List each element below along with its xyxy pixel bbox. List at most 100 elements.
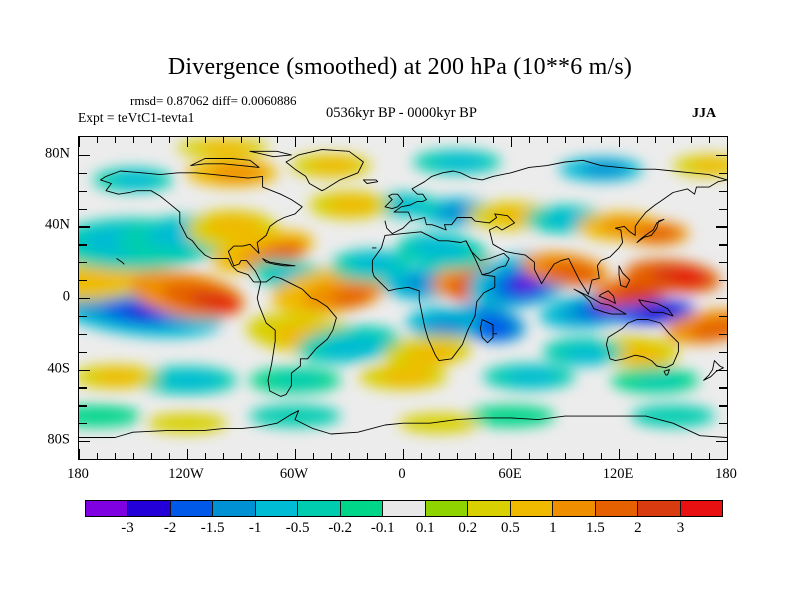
x-axis-tick (97, 453, 99, 459)
y-axis-label: 40S (47, 360, 70, 377)
x-axis-tick (277, 137, 279, 143)
y-axis-tick (79, 280, 87, 282)
colorbar-tick: -2 (163, 520, 177, 536)
x-axis-tick (439, 453, 441, 459)
x-axis-tick (241, 137, 243, 143)
x-axis-tick (619, 137, 621, 147)
x-axis-tick (169, 453, 171, 459)
y-axis-tick (79, 226, 90, 228)
x-axis-tick (421, 137, 423, 143)
colorbar-tick: -1.5 (200, 520, 225, 536)
x-axis-label: 120W (168, 466, 204, 482)
x-axis-tick (115, 453, 117, 459)
x-axis-tick (151, 137, 153, 143)
colorbar-swatch-5 (298, 501, 341, 516)
coastline (703, 360, 724, 381)
y-axis-tick (79, 315, 87, 318)
y-axis-tick (716, 298, 727, 300)
y-axis-tick (719, 172, 727, 174)
y-axis-tick (79, 351, 87, 353)
x-axis-tick (349, 137, 351, 143)
colorbar-swatch-2 (170, 501, 214, 516)
x-axis-tick (367, 453, 369, 459)
x-axis-tick (547, 453, 549, 459)
y-axis-tick (79, 369, 90, 371)
x-axis-tick (475, 453, 477, 459)
x-axis-tick (277, 453, 279, 459)
x-axis-tick (187, 137, 189, 147)
colorbar-swatch-6 (340, 501, 384, 516)
colorbar-tick: 0.5 (500, 520, 520, 536)
x-axis-tick (655, 137, 657, 143)
coastline (636, 218, 665, 243)
x-axis-tick (421, 453, 423, 459)
coastline (598, 290, 616, 304)
coastline (249, 150, 292, 158)
x-axis-tick (547, 137, 549, 143)
x-axis-tick (583, 137, 585, 143)
colorbar-tick: -0.2 (328, 520, 353, 536)
x-axis-tick (565, 453, 567, 459)
y-axis-tick (79, 190, 87, 192)
coastline (465, 240, 510, 276)
y-axis-tick (719, 351, 727, 353)
coastline (605, 319, 679, 369)
x-axis-label: 180 (67, 466, 89, 482)
x-axis-tick (601, 137, 603, 143)
coastline (488, 179, 727, 295)
y-axis-tick (716, 441, 727, 443)
x-axis-tick (223, 137, 225, 143)
y-axis-tick (716, 154, 727, 157)
x-axis-tick (241, 453, 243, 459)
x-axis-tick (457, 137, 459, 143)
x-axis-tick (223, 453, 225, 459)
y-axis-tick (79, 423, 87, 425)
x-axis-tick (511, 449, 513, 459)
x-axis-label: 0 (398, 466, 406, 482)
colorbar-tick: -0.1 (370, 520, 395, 536)
x-axis-tick (529, 453, 531, 459)
x-axis-label: 60E (498, 466, 522, 482)
x-axis-tick (709, 137, 711, 143)
x-axis-tick (475, 137, 477, 143)
coastline (384, 213, 498, 235)
colorbar-swatch-4 (255, 501, 299, 516)
x-axis-tick (259, 453, 261, 459)
x-axis-tick (205, 453, 207, 459)
y-axis-tick (79, 154, 90, 157)
x-axis-tick (673, 453, 675, 459)
season-label: JJA (692, 106, 717, 121)
y-axis-tick (719, 405, 727, 407)
x-axis-tick (727, 137, 728, 147)
y-axis-tick (719, 208, 727, 210)
period-label: 0536kyr BP - 0000kyr BP (326, 105, 477, 121)
colorbar-swatch-10 (510, 501, 554, 516)
x-axis-tick (673, 137, 675, 143)
y-axis-tick (719, 315, 727, 318)
x-axis-tick (529, 137, 531, 143)
colorbar-swatch-11 (553, 501, 596, 516)
colorbar-swatch-14 (680, 501, 723, 516)
coastline (479, 319, 494, 344)
y-axis-label: 40N (45, 216, 70, 233)
y-axis-tick (79, 405, 87, 407)
x-axis-tick (403, 449, 405, 459)
y-axis-tick (719, 262, 727, 264)
coastline (371, 231, 496, 362)
colorbar-tick: 1 (549, 520, 557, 536)
x-axis-tick (79, 449, 81, 459)
y-axis-tick (79, 441, 90, 443)
map-canvas (79, 137, 727, 459)
colorbar-tick: -0.5 (285, 520, 310, 536)
colorbar-tick: 1.5 (586, 520, 605, 536)
x-axis-tick (295, 137, 297, 147)
y-axis-tick (716, 226, 727, 228)
x-axis-tick (295, 449, 297, 459)
coastline (573, 288, 627, 315)
y-axis-tick (719, 333, 727, 335)
coastline (262, 258, 296, 267)
x-axis-tick (457, 453, 459, 459)
x-axis-tick (313, 137, 315, 143)
x-axis-tick (385, 137, 387, 143)
x-axis-tick (637, 453, 639, 459)
